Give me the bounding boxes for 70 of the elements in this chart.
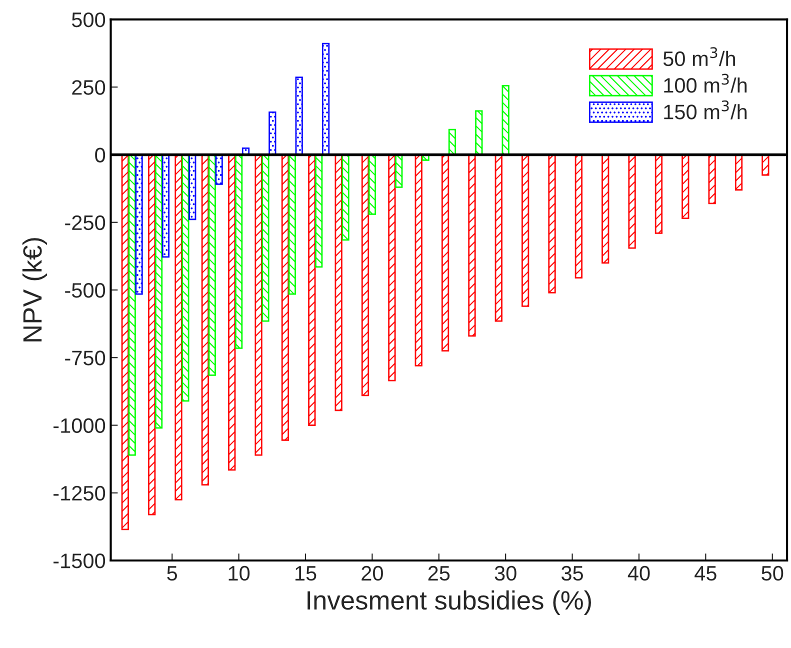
- y-tick-label: -1500: [54, 554, 106, 568]
- bar: [448, 128, 456, 156]
- bar: [215, 154, 223, 185]
- bar: [268, 112, 276, 156]
- x-tick-label: 50: [762, 566, 784, 581]
- x-tick-label: 40: [628, 566, 650, 581]
- x-tick-label: 35: [561, 566, 583, 581]
- bar: [234, 154, 243, 349]
- x-tick-label: 20: [362, 566, 383, 581]
- x-tick-label: 5: [167, 566, 178, 581]
- legend-label: 100 m$^{3}$/h: [664, 74, 747, 93]
- y-tick-label: -750: [65, 350, 106, 366]
- bar: [395, 154, 403, 188]
- y-tick-label: 500: [72, 12, 106, 28]
- bar: [228, 154, 236, 471]
- x-tick-label: 30: [494, 566, 516, 581]
- x-axis-title: Invesment subsidies (%): [308, 590, 591, 615]
- bar: [468, 154, 476, 337]
- bar: [308, 154, 316, 426]
- bar: [368, 154, 376, 215]
- bar: [522, 154, 530, 307]
- bar: [654, 154, 663, 234]
- bar: [334, 154, 342, 412]
- y-tick-label: -1000: [54, 418, 106, 434]
- bar: [148, 154, 156, 516]
- y-tick-label: -250: [65, 215, 106, 230]
- bar: [682, 154, 690, 219]
- bar: [262, 154, 270, 322]
- bar: [288, 154, 296, 295]
- bar: [121, 154, 129, 530]
- legend-label: 50 m$^{3}$/h: [663, 47, 735, 66]
- bar: [128, 154, 136, 456]
- x-tick-label: 10: [228, 566, 250, 581]
- bar: [762, 154, 770, 176]
- bar: [708, 154, 716, 204]
- bar: [441, 154, 450, 352]
- bar: [628, 154, 636, 249]
- bar: [154, 154, 163, 429]
- bar: [182, 154, 190, 402]
- bar: [295, 76, 303, 156]
- bar: [254, 154, 262, 456]
- x-tick-label: 25: [428, 566, 450, 581]
- bar: [494, 154, 502, 322]
- bar: [174, 154, 182, 500]
- bar: [201, 154, 209, 486]
- bar: [135, 154, 143, 295]
- y-tick-label: 250: [72, 80, 106, 95]
- legend-label: 150 m$^{3}$/h: [664, 100, 747, 120]
- y-axis-title: NPV (k€): [22, 238, 48, 342]
- y-tick-label: 0: [95, 148, 106, 162]
- bar: [475, 110, 483, 156]
- y-tick-label: -500: [65, 282, 106, 298]
- bar: [281, 154, 290, 441]
- bar: [361, 154, 370, 396]
- bar: [548, 154, 556, 294]
- bar: [414, 154, 422, 366]
- bar: [388, 154, 396, 382]
- bar: [188, 154, 196, 220]
- y-tick-label: -1250: [54, 486, 106, 501]
- bar: [574, 154, 582, 278]
- bar: [602, 154, 610, 264]
- bar: [734, 154, 743, 191]
- bar: [208, 154, 216, 376]
- x-tick-label: 15: [296, 566, 316, 581]
- bar: [315, 154, 323, 268]
- bar: [162, 154, 170, 258]
- bar: [322, 42, 330, 156]
- bar: [342, 154, 350, 241]
- x-tick-label: 45: [694, 566, 716, 581]
- bar: [502, 85, 510, 156]
